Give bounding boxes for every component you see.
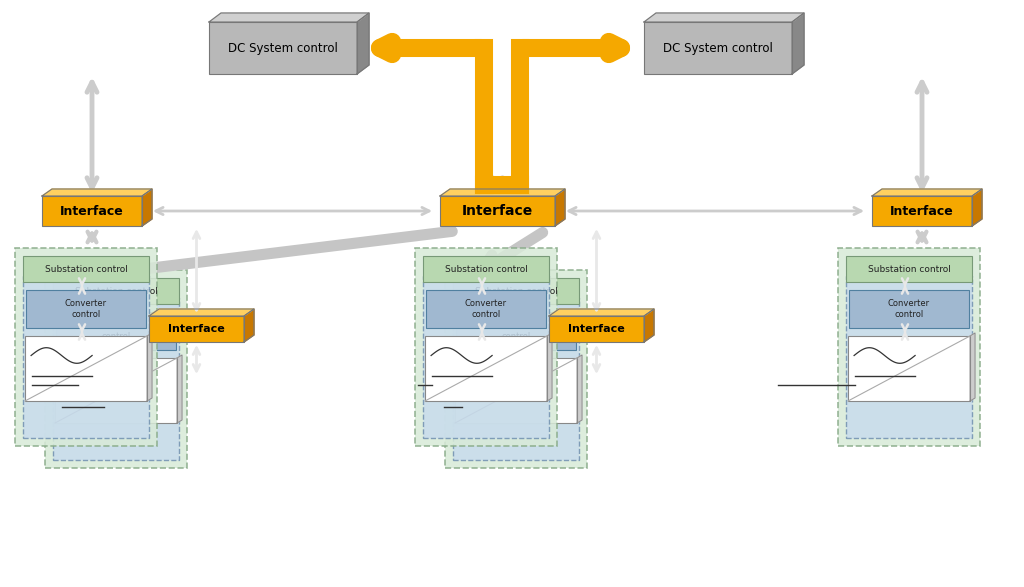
Polygon shape [970, 333, 975, 401]
Polygon shape [147, 333, 152, 401]
Text: Substation control: Substation control [45, 265, 127, 274]
Bar [42, 196, 142, 226]
Polygon shape [555, 189, 565, 226]
Polygon shape [177, 355, 182, 423]
Bar [838, 248, 980, 446]
Bar [644, 22, 792, 74]
Text: Interface: Interface [890, 204, 954, 218]
Text: Substation control: Substation control [444, 265, 527, 274]
Bar [846, 276, 972, 438]
Text: Substation control: Substation control [867, 265, 950, 274]
Polygon shape [142, 189, 152, 226]
Bar [209, 22, 357, 74]
Bar [426, 290, 546, 328]
Text: Converter
control: Converter control [465, 299, 507, 319]
Bar [25, 336, 147, 401]
Text: Converter
control: Converter control [888, 299, 930, 319]
Bar [53, 278, 179, 304]
Bar [423, 276, 549, 438]
Bar [23, 276, 150, 438]
Polygon shape [209, 13, 369, 22]
Bar [423, 256, 549, 282]
Bar [56, 312, 176, 350]
Polygon shape [42, 189, 152, 196]
Bar [440, 196, 555, 226]
Text: Converter
control: Converter control [65, 299, 108, 319]
Bar [55, 358, 177, 423]
Polygon shape [644, 309, 654, 342]
Bar [415, 248, 557, 446]
Bar [26, 290, 146, 328]
Polygon shape [872, 189, 982, 196]
Polygon shape [549, 309, 654, 316]
Polygon shape [150, 309, 254, 316]
Bar [53, 298, 179, 460]
Text: Interface: Interface [568, 324, 625, 334]
Text: Interface: Interface [462, 204, 534, 218]
Bar [425, 336, 547, 401]
Bar [848, 336, 970, 401]
Text: Substation control: Substation control [474, 286, 557, 295]
Polygon shape [440, 189, 565, 196]
Bar [849, 290, 969, 328]
Text: Interface: Interface [168, 324, 225, 334]
Bar [453, 278, 579, 304]
Polygon shape [792, 13, 804, 74]
Bar [23, 256, 150, 282]
Polygon shape [244, 309, 254, 342]
Bar [150, 316, 244, 342]
Text: DC System control: DC System control [664, 42, 773, 55]
Bar [872, 196, 972, 226]
Polygon shape [357, 13, 369, 74]
Text: Interface: Interface [60, 204, 124, 218]
Bar [456, 312, 575, 350]
Polygon shape [577, 355, 582, 423]
Bar [453, 298, 579, 460]
Bar [549, 316, 644, 342]
Polygon shape [972, 189, 982, 226]
Text: DC System control: DC System control [228, 42, 338, 55]
Text: Converter
control: Converter control [95, 321, 137, 340]
Polygon shape [644, 13, 804, 22]
Text: Substation control: Substation control [75, 286, 158, 295]
Polygon shape [547, 333, 552, 401]
Bar [45, 270, 187, 468]
Text: Converter
control: Converter control [495, 321, 537, 340]
Bar [15, 248, 157, 446]
Bar [445, 270, 587, 468]
Bar [455, 358, 577, 423]
Bar [846, 256, 972, 282]
